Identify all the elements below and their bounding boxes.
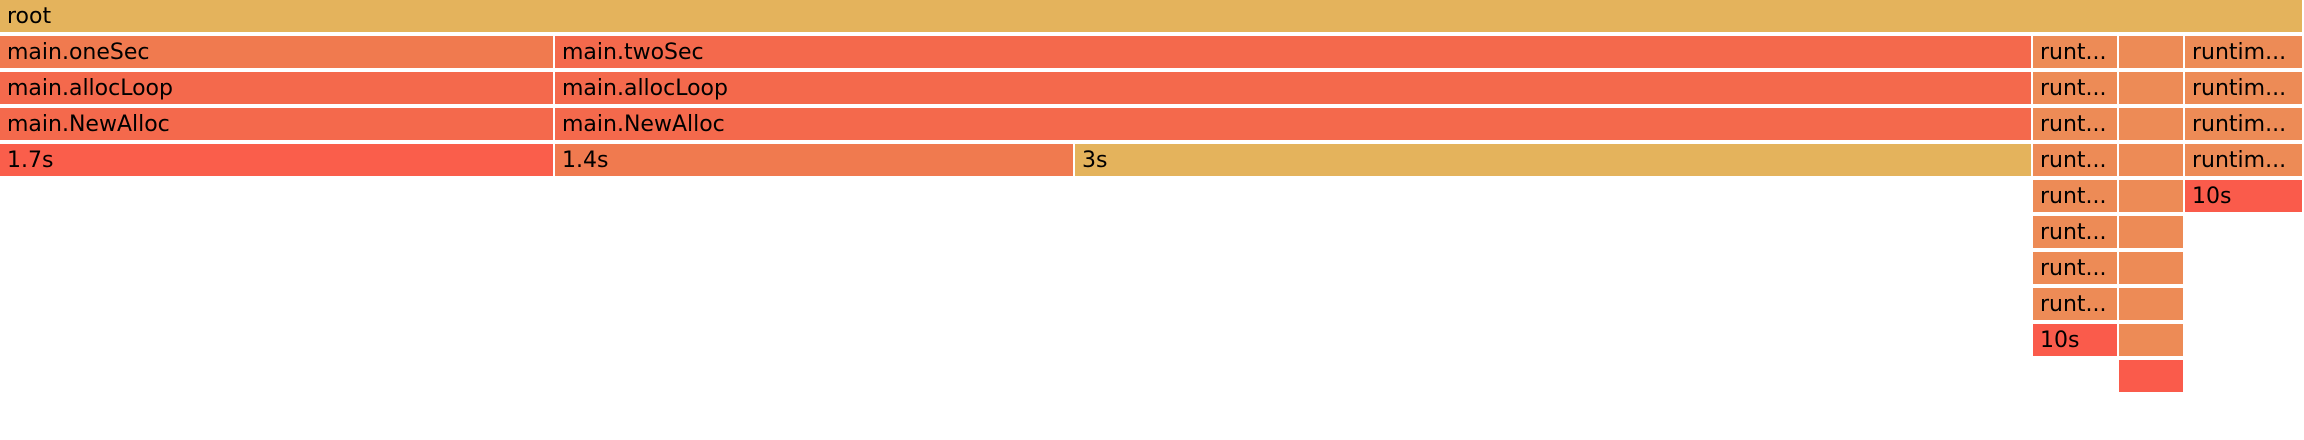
frame-root[interactable]: root [0, 0, 2304, 34]
frame-duration[interactable]: 10s [2185, 180, 2304, 214]
frame-main-newalloc[interactable]: main.NewAlloc [0, 108, 555, 142]
frame-label: runtim... [2192, 148, 2287, 173]
frame-main-newalloc[interactable]: main.NewAlloc [555, 108, 2033, 142]
frame-runtime-b[interactable] [2119, 288, 2185, 322]
frame-label: runtim... [2192, 112, 2287, 137]
frame-duration[interactable]: 1.4s [555, 144, 1075, 178]
frame-runtime-b[interactable] [2119, 36, 2185, 70]
frame-label: 1.4s [562, 148, 609, 173]
frame-runtime-a[interactable]: runt... [2033, 180, 2119, 214]
frame-main-onesec[interactable]: main.oneSec [0, 36, 555, 70]
frame-label: main.allocLoop [562, 76, 728, 101]
frame-runtime-b[interactable] [2119, 216, 2185, 250]
frame-runtime-c[interactable]: runtim... [2185, 144, 2304, 178]
frame-duration[interactable]: 10s [2033, 324, 2119, 358]
frame-label: runtim... [2192, 40, 2287, 65]
frame-label: runt... [2040, 220, 2107, 245]
frame-runtime-b[interactable] [2119, 252, 2185, 286]
frame-label: 3s [1082, 148, 1108, 173]
frame-main-allocloop[interactable]: main.allocLoop [0, 72, 555, 106]
frame-runtime-b[interactable] [2119, 180, 2185, 214]
frame-label: runt... [2040, 76, 2107, 101]
frame-runtime-b[interactable] [2119, 72, 2185, 106]
frame-label: runt... [2040, 148, 2107, 173]
frame-label: main.twoSec [562, 40, 704, 65]
frame-runtime-c[interactable]: runtim... [2185, 72, 2304, 106]
frame-runtime-a[interactable]: runt... [2033, 72, 2119, 106]
frame-label: 1.7s [7, 148, 54, 173]
frame-label: main.allocLoop [7, 76, 173, 101]
frame-label: runt... [2040, 112, 2107, 137]
frame-runtime-a[interactable]: runt... [2033, 216, 2119, 250]
frame-duration[interactable]: 1.7s [0, 144, 555, 178]
frame-main-twosec[interactable]: main.twoSec [555, 36, 2033, 70]
frame-runtime-b[interactable] [2119, 324, 2185, 358]
frame-runtime-a[interactable]: runt... [2033, 108, 2119, 142]
frame-duration[interactable]: 3s [1075, 144, 2033, 178]
frame-label: runt... [2040, 292, 2107, 317]
frame-leaf[interactable] [2119, 360, 2185, 394]
frame-label: main.oneSec [7, 40, 150, 65]
frame-label: runtim... [2192, 76, 2287, 101]
frame-label: 10s [2192, 184, 2232, 209]
frame-label: main.NewAlloc [7, 112, 170, 137]
frame-runtime-a[interactable]: runt... [2033, 288, 2119, 322]
frame-runtime-a[interactable]: runt... [2033, 36, 2119, 70]
frame-label: main.NewAlloc [562, 112, 725, 137]
frame-label: root [7, 4, 52, 29]
frame-label: runt... [2040, 184, 2107, 209]
frame-runtime-a[interactable]: runt... [2033, 252, 2119, 286]
frame-runtime-a[interactable]: runt... [2033, 144, 2119, 178]
frame-runtime-b[interactable] [2119, 108, 2185, 142]
frame-runtime-c[interactable]: runtim... [2185, 108, 2304, 142]
frame-main-allocloop[interactable]: main.allocLoop [555, 72, 2033, 106]
frame-runtime-b[interactable] [2119, 144, 2185, 178]
frame-runtime-c[interactable]: runtim... [2185, 36, 2304, 70]
frame-label: runt... [2040, 40, 2107, 65]
frame-label: 10s [2040, 328, 2080, 353]
frame-label: runt... [2040, 256, 2107, 281]
